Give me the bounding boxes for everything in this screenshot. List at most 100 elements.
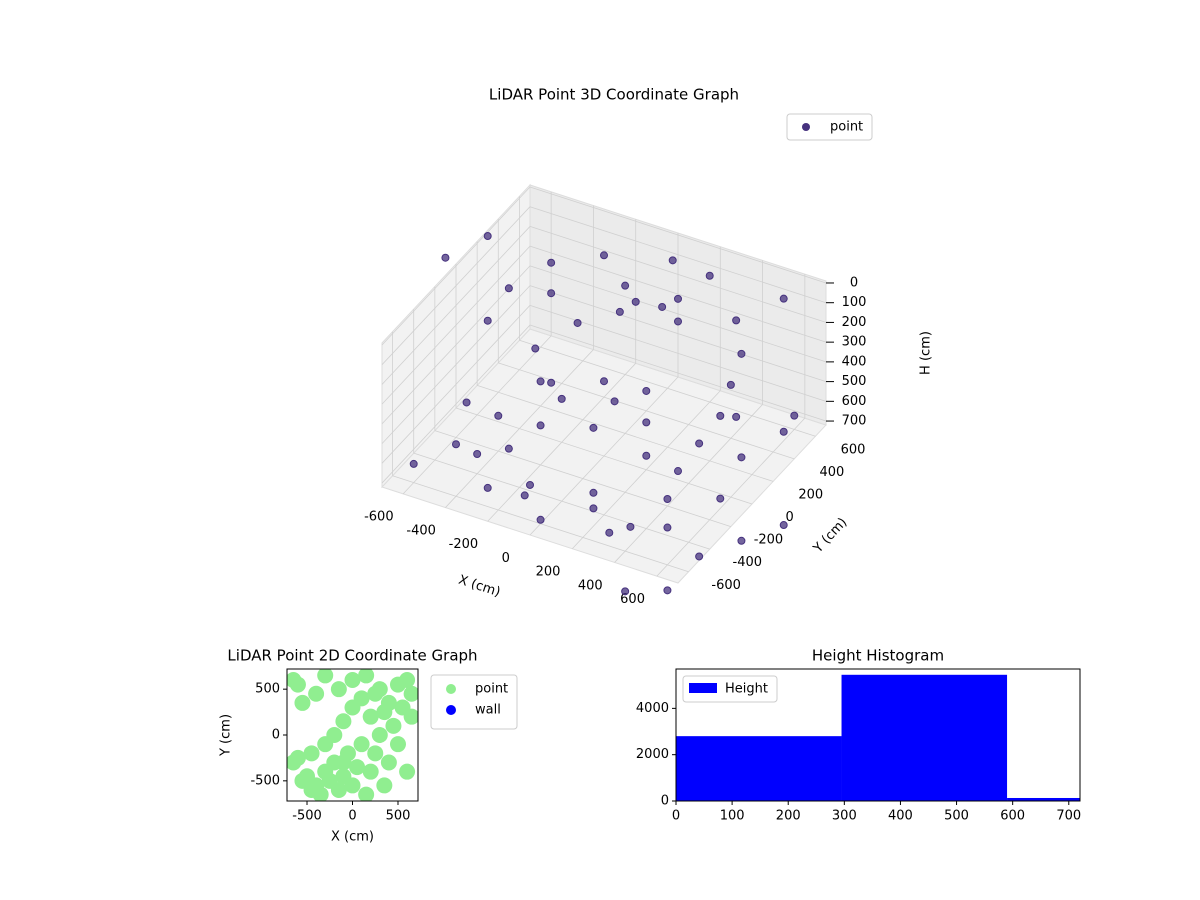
- point: [737, 349, 746, 358]
- point: [547, 378, 556, 387]
- z-tick-label: 600: [842, 394, 867, 409]
- point: [557, 394, 566, 403]
- grid-line: [529, 186, 827, 284]
- legend-label: point: [475, 682, 508, 697]
- point: [452, 440, 460, 449]
- chart-2d: LiDAR Point 2D Coordinate Graph -500 0 500 -…: [219, 647, 518, 845]
- legend-label: Height: [725, 682, 768, 697]
- point: [658, 302, 667, 311]
- chart-title: LiDAR Point 2D Coordinate Graph: [227, 647, 477, 665]
- z-tick-label: 100: [842, 295, 867, 310]
- point: [504, 284, 513, 293]
- y-tick-label: 200: [798, 488, 823, 503]
- y-axis-label: Y (cm): [810, 515, 850, 557]
- point: [317, 669, 334, 684]
- point: [367, 685, 384, 702]
- x-tick-label: -400: [406, 523, 436, 538]
- point: [504, 444, 513, 453]
- point: [610, 397, 619, 406]
- x-tick-label: 400: [888, 809, 913, 824]
- grid-line: [529, 285, 827, 382]
- legend-box: [786, 113, 873, 141]
- grid-line: [381, 305, 531, 464]
- point: [695, 552, 704, 561]
- point: [371, 727, 388, 743]
- axes-frame: [675, 668, 1081, 802]
- point: [353, 736, 370, 753]
- grid-line: [434, 430, 731, 527]
- chart-histogram: Height Histogram 0 100 200 300 400 500 600 700 0 2…: [636, 647, 1081, 824]
- chart-title: Height Histogram: [812, 647, 944, 665]
- x-tick-label: 200: [536, 565, 561, 580]
- y-tick-label: -500: [250, 773, 280, 788]
- grid-line: [519, 339, 816, 437]
- point: [335, 754, 352, 771]
- grid-line: [529, 324, 827, 422]
- x-tick-label: 500: [386, 809, 411, 824]
- point: [615, 307, 624, 316]
- point: [409, 459, 418, 468]
- point: [380, 754, 397, 771]
- point: [389, 736, 406, 753]
- point: [726, 380, 735, 389]
- point: [674, 317, 682, 326]
- legend-label: point: [830, 120, 863, 135]
- x-axis-label: X (cm): [331, 830, 374, 845]
- y-tick-label: 0: [272, 728, 280, 743]
- point: [494, 411, 503, 420]
- legend-label: wall: [475, 703, 501, 718]
- point: [399, 763, 416, 780]
- grid-line: [529, 245, 827, 343]
- point: [349, 759, 366, 776]
- point: [674, 294, 682, 303]
- point: [376, 777, 393, 794]
- y-tick-label: 0: [661, 794, 669, 809]
- x-tick-label: 400: [578, 578, 603, 593]
- x-tick-label: 700: [1056, 809, 1081, 824]
- y-tick-label: -600: [711, 578, 741, 593]
- x-tick-label: 600: [620, 592, 645, 607]
- y-tick-label: 2000: [636, 747, 669, 762]
- point: [403, 685, 418, 702]
- x-tick-label: -200: [449, 537, 479, 552]
- point: [779, 427, 788, 436]
- point: [732, 412, 741, 421]
- point: [385, 717, 402, 734]
- z-tick-label: 700: [842, 414, 867, 429]
- grid-line: [529, 226, 827, 323]
- x-axis-label: X (cm): [457, 573, 503, 601]
- point: [362, 763, 379, 780]
- point: [573, 318, 582, 327]
- point: [294, 694, 311, 711]
- point: [520, 491, 529, 500]
- bar: [676, 736, 842, 801]
- grid-line: [529, 206, 827, 304]
- point: [358, 786, 375, 801]
- point: [642, 451, 651, 460]
- legend-marker: [802, 123, 810, 131]
- grid-line: [381, 186, 531, 346]
- point: [335, 713, 352, 730]
- x-tick-label: 0: [348, 809, 356, 824]
- grid-line: [381, 245, 531, 405]
- point: [663, 586, 672, 595]
- point: [716, 494, 725, 503]
- grid-line: [381, 285, 531, 444]
- point: [600, 251, 608, 260]
- x-tick-label: 0: [672, 809, 680, 824]
- plot-area: [676, 674, 1080, 801]
- legend-box: [682, 675, 778, 703]
- point: [330, 681, 347, 698]
- point: [674, 467, 682, 476]
- x-tick-label: 300: [832, 809, 857, 824]
- point: [716, 411, 725, 420]
- x-tick-label: -600: [364, 510, 394, 525]
- grid-line: [455, 407, 753, 505]
- point: [303, 745, 320, 762]
- point: [308, 685, 325, 702]
- point: [344, 777, 361, 794]
- point: [403, 708, 418, 725]
- chart-title: LiDAR Point 3D Coordinate Graph: [489, 86, 739, 104]
- point: [589, 423, 598, 432]
- point: [483, 483, 492, 492]
